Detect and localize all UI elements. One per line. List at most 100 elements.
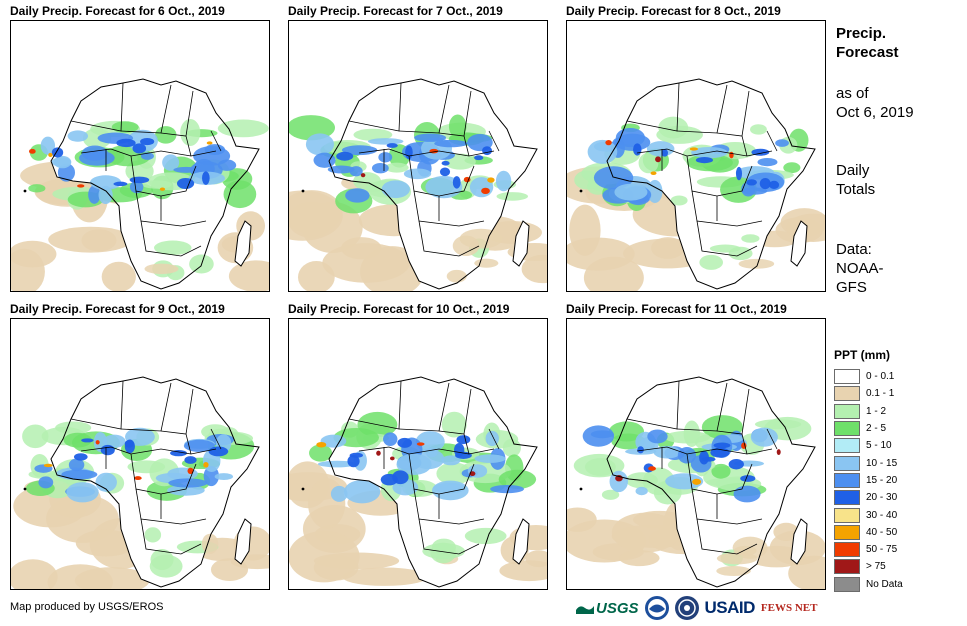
- moderate-rain-area: [167, 484, 205, 496]
- extreme-rain-area: [481, 187, 490, 195]
- southern-rain-area: [149, 554, 183, 578]
- moderate-rain-area: [67, 130, 89, 142]
- moderate-rain-area: [40, 136, 56, 155]
- legend-item: 15 - 20: [834, 472, 954, 489]
- legend-item: 50 - 75: [834, 541, 954, 558]
- moderate-rain-area: [167, 467, 198, 480]
- map-credit: Map produced by USGS/EROS: [10, 601, 164, 613]
- drizzle-area: [11, 559, 58, 589]
- madagascar-outline: [234, 220, 252, 267]
- heavy-rain-area: [482, 146, 493, 156]
- country-border: [741, 433, 748, 455]
- heavy-rain-area: [140, 137, 155, 146]
- drizzle-area: [74, 567, 150, 589]
- moderate-rain-area: [614, 183, 648, 201]
- extreme-rain-area: [203, 461, 209, 468]
- moderate-rain-area: [593, 166, 634, 190]
- data-source-line: GFS: [836, 279, 867, 296]
- drizzle-area: [322, 243, 410, 283]
- country-border: [413, 190, 485, 227]
- moderate-rain-area: [345, 188, 370, 203]
- southern-rain-area: [459, 228, 503, 249]
- legend-label: 5 - 10: [866, 440, 892, 452]
- southern-rain-area: [733, 545, 757, 556]
- noaa-logo-icon: [644, 596, 669, 620]
- southern-rain-area: [738, 258, 775, 269]
- as-of-label: as of: [836, 85, 869, 102]
- usgs-logo-text: USGS: [596, 599, 639, 617]
- forecast-panel-2: Daily Precip. Forecast for 7 Oct., 2019: [288, 4, 550, 292]
- heavy-rain-area: [336, 151, 354, 161]
- light-rain-area: [670, 195, 688, 206]
- sidebar-title-line: Forecast: [836, 44, 899, 61]
- legend-label: 10 - 15: [866, 457, 898, 469]
- country-border: [185, 135, 192, 157]
- moderate-rain-area: [214, 473, 234, 481]
- country-border: [185, 433, 192, 455]
- panel-title: Daily Precip. Forecast for 7 Oct., 2019: [288, 4, 503, 18]
- southern-rain-area: [430, 542, 456, 564]
- light-rain-area: [180, 118, 201, 147]
- extreme-rain-area: [187, 467, 194, 475]
- heavy-rain-area: [202, 171, 210, 185]
- southern-rain-area: [699, 254, 723, 270]
- light-rain-area: [683, 420, 700, 447]
- extreme-rain-area: [376, 450, 381, 456]
- moderate-rain-area: [341, 145, 378, 156]
- usgs-logo: USGS: [576, 600, 639, 617]
- country-border: [691, 190, 763, 227]
- as-of-value: Oct 6, 2019: [836, 104, 914, 121]
- drizzle-area: [307, 478, 346, 529]
- country-border: [463, 135, 470, 157]
- legend-swatch: [834, 524, 860, 540]
- legend-swatch: [834, 438, 860, 454]
- light-rain-area: [441, 411, 467, 438]
- country-border: [741, 135, 748, 157]
- extreme-rain-area: [316, 441, 327, 448]
- legend-swatch: [834, 576, 860, 592]
- heavy-rain-area: [633, 143, 642, 156]
- extreme-rain-area: [43, 463, 53, 468]
- extreme-rain-area: [77, 184, 85, 188]
- data-source: Data: NOAA- GFS: [836, 240, 884, 297]
- moderate-rain-area: [327, 165, 355, 174]
- heavy-rain-area: [208, 446, 229, 457]
- moderate-rain-area: [590, 430, 614, 439]
- moderate-rain-area: [635, 486, 648, 496]
- light-rain-area: [711, 463, 731, 479]
- moderate-rain-area: [68, 458, 85, 472]
- light-rain-area: [141, 180, 172, 189]
- legend-swatch: [834, 403, 860, 419]
- drizzle-area: [101, 261, 136, 291]
- heavy-rain-area: [740, 475, 756, 482]
- light-rain-area: [448, 114, 467, 139]
- africa-map: [289, 376, 547, 588]
- country-border: [463, 433, 470, 455]
- southern-rain-area: [154, 240, 192, 256]
- moderate-rain-area: [102, 434, 126, 448]
- moderate-rain-area: [474, 454, 506, 463]
- moderate-rain-area: [173, 166, 200, 173]
- drizzle-area: [228, 260, 269, 291]
- legend-item: 40 - 50: [834, 524, 954, 541]
- moderate-rain-area: [383, 432, 398, 446]
- moderate-rain-area: [320, 434, 347, 448]
- heavy-rain-area: [132, 143, 147, 154]
- drizzle-area: [289, 530, 360, 583]
- moderate-rain-area: [204, 144, 226, 156]
- extreme-rain-area: [650, 171, 657, 175]
- moderate-rain-area: [467, 464, 488, 478]
- light-rain-area: [498, 469, 537, 489]
- usgs-wave-icon: [576, 606, 594, 614]
- drizzle-area: [567, 237, 635, 271]
- extreme-rain-area: [776, 449, 781, 455]
- moderate-rain-area: [38, 476, 54, 489]
- country-border: [210, 428, 222, 450]
- heavy-rain-area: [441, 160, 450, 166]
- moderate-rain-area: [88, 185, 101, 204]
- moderate-rain-area: [750, 427, 778, 447]
- heavy-rain-area: [100, 444, 115, 456]
- heavy-rain-area: [439, 167, 451, 177]
- moderate-rain-area: [490, 484, 525, 494]
- legend-swatch: [834, 507, 860, 523]
